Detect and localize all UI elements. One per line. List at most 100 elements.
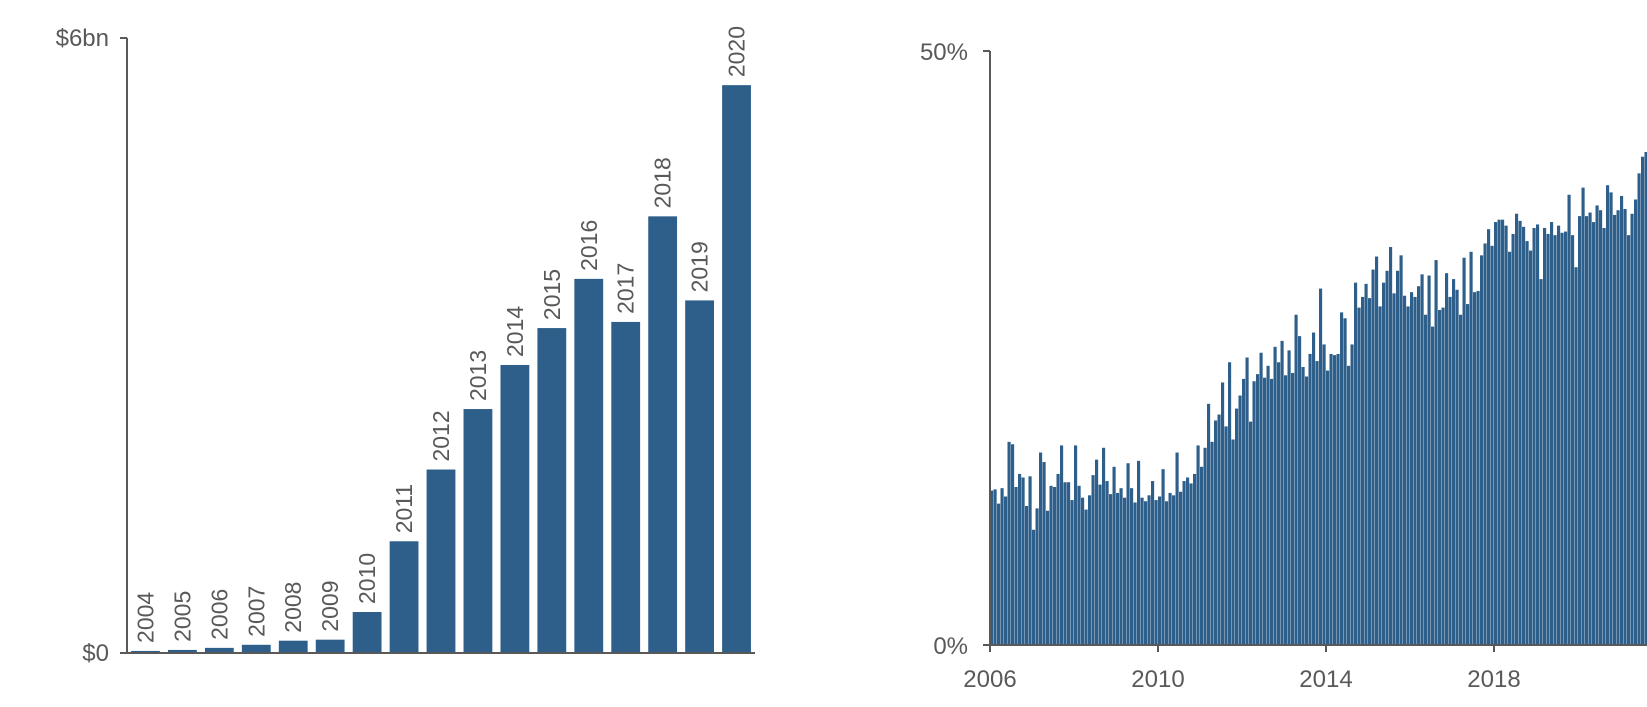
month-bar-143 — [1490, 245, 1494, 645]
month-bar-177 — [1609, 192, 1613, 645]
month-bar-185 — [1637, 173, 1641, 645]
month-bar-174 — [1599, 210, 1603, 645]
month-bar-44 — [1144, 501, 1148, 645]
bar-label-2005: 2005 — [169, 591, 195, 642]
month-bar-109 — [1371, 269, 1375, 645]
month-bar-27 — [1084, 509, 1088, 645]
month-bar-20 — [1060, 445, 1064, 645]
month-bar-104 — [1354, 282, 1358, 645]
right-x-tick-label: 2018 — [1467, 666, 1520, 693]
month-bar-123 — [1420, 274, 1424, 645]
month-bar-135 — [1462, 257, 1466, 645]
month-bar-126 — [1431, 326, 1435, 645]
month-bar-163 — [1560, 232, 1564, 646]
month-bar-3 — [1000, 488, 1004, 645]
month-bar-119 — [1406, 306, 1410, 645]
month-bar-56 — [1186, 477, 1190, 645]
month-bar-54 — [1179, 491, 1183, 645]
month-bar-40 — [1130, 488, 1134, 645]
bar-2017 — [611, 321, 641, 653]
month-bar-63 — [1210, 441, 1214, 645]
bar-label-2012: 2012 — [428, 410, 454, 461]
month-bar-140 — [1480, 255, 1484, 645]
month-bar-167 — [1574, 267, 1578, 645]
right-y-tick-label: 50% — [920, 39, 968, 66]
month-bar-124 — [1424, 314, 1428, 645]
month-bar-35 — [1112, 466, 1116, 645]
month-bar-144 — [1494, 222, 1498, 645]
month-bar-64 — [1214, 420, 1218, 645]
month-bar-52 — [1172, 495, 1176, 645]
month-bar-182 — [1627, 235, 1631, 645]
month-bar-153 — [1525, 241, 1529, 645]
month-bar-12 — [1032, 529, 1036, 645]
month-bar-134 — [1459, 314, 1463, 645]
month-bar-170 — [1585, 216, 1589, 645]
month-bar-43 — [1140, 497, 1144, 645]
month-bar-87 — [1294, 314, 1298, 645]
month-bar-146 — [1501, 219, 1505, 646]
month-bar-107 — [1364, 283, 1368, 645]
month-bar-31 — [1098, 484, 1102, 645]
month-bar-132 — [1452, 279, 1456, 645]
month-bar-127 — [1434, 260, 1438, 645]
month-bar-92 — [1312, 332, 1316, 645]
month-bar-15 — [1042, 462, 1046, 645]
month-bar-121 — [1413, 296, 1417, 645]
month-bar-122 — [1417, 286, 1421, 645]
month-bar-49 — [1161, 469, 1165, 645]
month-bar-178 — [1613, 214, 1617, 645]
month-bar-156 — [1536, 224, 1540, 645]
month-bar-66 — [1221, 382, 1225, 645]
bar-label-2014: 2014 — [502, 306, 528, 357]
month-bar-164 — [1564, 231, 1568, 646]
month-bar-26 — [1081, 497, 1085, 645]
month-bar-155 — [1532, 228, 1536, 645]
bar-2011 — [389, 541, 419, 653]
month-bar-110 — [1375, 256, 1379, 645]
month-bar-65 — [1217, 414, 1221, 645]
month-bar-169 — [1581, 187, 1585, 645]
month-bar-10 — [1025, 506, 1029, 645]
month-bar-95 — [1322, 344, 1326, 645]
bar-label-2017: 2017 — [613, 263, 639, 314]
month-bar-13 — [1035, 508, 1039, 645]
left-bar-chart: 2004 2005 2006 2007 2008 2009 2010 2011 2012 2013… — [56, 25, 755, 667]
month-bar-136 — [1466, 304, 1470, 645]
month-bar-102 — [1347, 365, 1351, 645]
month-bar-115 — [1392, 293, 1396, 645]
month-bar-90 — [1305, 376, 1309, 645]
month-bar-160 — [1550, 222, 1554, 645]
month-bar-125 — [1427, 275, 1431, 645]
bar-2015 — [537, 328, 567, 653]
month-bar-131 — [1448, 296, 1452, 645]
month-bar-57 — [1189, 483, 1193, 645]
month-bar-106 — [1361, 296, 1365, 645]
month-bar-34 — [1109, 494, 1113, 645]
month-bar-23 — [1070, 500, 1074, 645]
month-bar-105 — [1357, 307, 1361, 645]
month-bar-82 — [1277, 362, 1281, 645]
month-bar-51 — [1168, 492, 1172, 645]
month-bar-16 — [1046, 510, 1050, 645]
month-bar-154 — [1529, 250, 1533, 646]
bar-label-2016: 2016 — [576, 220, 602, 271]
month-bar-187 — [1644, 151, 1647, 646]
month-bar-141 — [1483, 243, 1487, 645]
month-bar-129 — [1441, 307, 1445, 645]
right-x-tick-label: 2006 — [963, 666, 1016, 693]
month-bar-24 — [1074, 445, 1078, 645]
month-bar-100 — [1340, 312, 1344, 645]
month-bar-130 — [1445, 273, 1449, 645]
month-bar-36 — [1116, 492, 1120, 645]
bar-label-2006: 2006 — [206, 589, 232, 640]
bar-label-2009: 2009 — [317, 581, 343, 632]
left-y-tick-label: $0 — [82, 640, 109, 667]
month-bar-162 — [1557, 225, 1561, 646]
month-bar-94 — [1319, 288, 1323, 645]
month-bar-168 — [1578, 216, 1582, 645]
month-bar-46 — [1151, 481, 1155, 645]
month-bar-68 — [1228, 362, 1232, 645]
month-bar-5 — [1007, 441, 1011, 645]
